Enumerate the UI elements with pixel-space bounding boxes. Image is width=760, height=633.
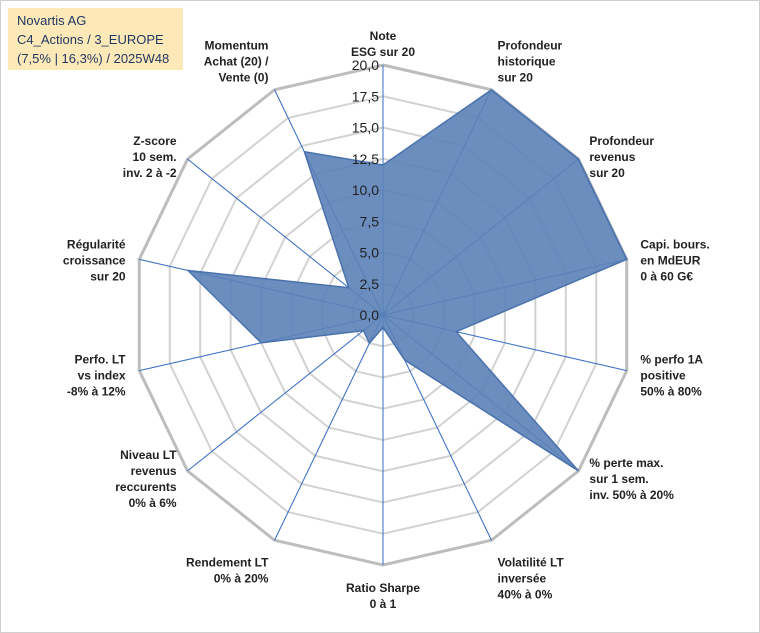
tick-label: 15,0 [352,120,379,136]
axis-label: Rendement LT 0% à 20% [186,555,269,585]
axis-label-line: Profondeur [589,134,654,148]
axis-label-line: Z-score [133,134,177,148]
axis-label-line: reccurents [115,480,177,494]
axis-label-line: sur 20 [498,71,534,85]
axis-label-line: Rendement LT [186,555,269,569]
portfolio-category: C4_Actions / 3_EUROPE [17,32,164,47]
axis-label-line: 0 à 60 G€ [640,270,693,284]
axis-label-line: 0% à 20% [214,571,269,585]
axis-label: Niveau LT revenus reccurents 0% à 6% [115,448,177,510]
company-name: Novartis AG [17,13,87,28]
axis-label-line: Volatilité LT [498,555,565,569]
axis-label: Régularité croissance sur 20 [63,238,126,284]
axis-label-line: revenus [131,464,177,478]
axis-label-line: Profondeur [498,39,563,53]
tick-label: 12,5 [352,151,379,167]
axis-labels: Note ESG sur 20 Profondeur historique sur 20… [63,29,710,611]
axis-label: Perfo. LT vs index -8% à 12% [67,352,126,398]
axis-label-line: en MdEUR [640,254,700,268]
axis-label: Note ESG sur 20 [351,29,415,59]
axis-label-line: revenus [589,150,635,164]
axis-label-line: Vente (0) [218,71,268,85]
tick-label: 0,0 [360,307,380,323]
axis-label: Ratio Sharpe 0 à 1 [346,581,420,611]
info-box: Novartis AG C4_Actions / 3_EUROPE (7,5% … [8,8,183,70]
radial-tick-labels: 0,0 2,5 5,0 7,5 10,0 12,5 15,0 17,5 20,0 [352,57,379,323]
axis-label-line: Niveau LT [120,448,177,462]
tick-label: 2,5 [360,276,380,292]
axis-label: Z-score 10 sem. inv. 2 à -2 [123,134,177,180]
axis-label-line: 50% à 80% [640,384,702,398]
axis-label-line: sur 1 sem. [589,472,648,486]
axis-label-line: ESG sur 20 [351,45,415,59]
axis-label-line: inversée [498,571,547,585]
axis-label-line: croissance [63,254,126,268]
axis-label-line: positive [640,368,686,382]
tick-label: 7,5 [360,213,380,229]
radar-series [185,88,628,472]
series-area [185,88,628,472]
axis-label-line: 40% à 0% [498,587,553,601]
axis-label-line: inv. 50% à 20% [589,488,674,502]
axis-label: % perfo 1A positive 50% à 80% [640,352,703,398]
axis-label-line: Momentum [204,39,268,53]
axis-label: Profondeur historique sur 20 [498,39,563,85]
tick-label: 10,0 [352,182,379,198]
axis-label-line: 10 sem. [133,150,177,164]
tick-label: 20,0 [352,57,379,73]
axis-label-line: Ratio Sharpe [346,581,420,595]
axis-label-line: -8% à 12% [67,384,126,398]
performance-period: (7,5% | 16,3%) / 2025W48 [17,51,170,66]
axis-label-line: Capi. bours. [640,238,709,252]
axis-label: Momentum Achat (20) / Vente (0) [204,39,269,85]
axis-label-line: inv. 2 à -2 [123,166,177,180]
axis-label: Capi. bours. en MdEUR 0 à 60 G€ [640,238,709,284]
axis-label-line: % perfo 1A [640,352,703,366]
tick-label: 17,5 [352,88,379,104]
axis-label-line: Perfo. LT [74,352,126,366]
axis-label-line: Note [370,29,397,43]
axis-label-line: historique [498,55,556,69]
axis-label-line: Achat (20) / [204,55,269,69]
axis-label: Profondeur revenus sur 20 [589,134,654,180]
axis-label: % perte max. sur 1 sem. inv. 50% à 20% [589,456,674,502]
axis-spoke-overlay [274,314,384,541]
tick-label: 5,0 [360,245,380,261]
axis-label-line: vs index [78,368,126,382]
axis-label-line: Régularité [67,238,126,252]
axis-label-line: % perte max. [589,456,663,470]
axis-label-line: sur 20 [90,270,126,284]
axis-spoke-overlay [187,314,384,472]
axis-label-line: sur 20 [589,166,625,180]
axis-label-line: 0% à 6% [129,496,177,510]
axis-label: Volatilité LT inversée 40% à 0% [498,555,565,601]
axis-label-line: 0 à 1 [370,597,397,611]
